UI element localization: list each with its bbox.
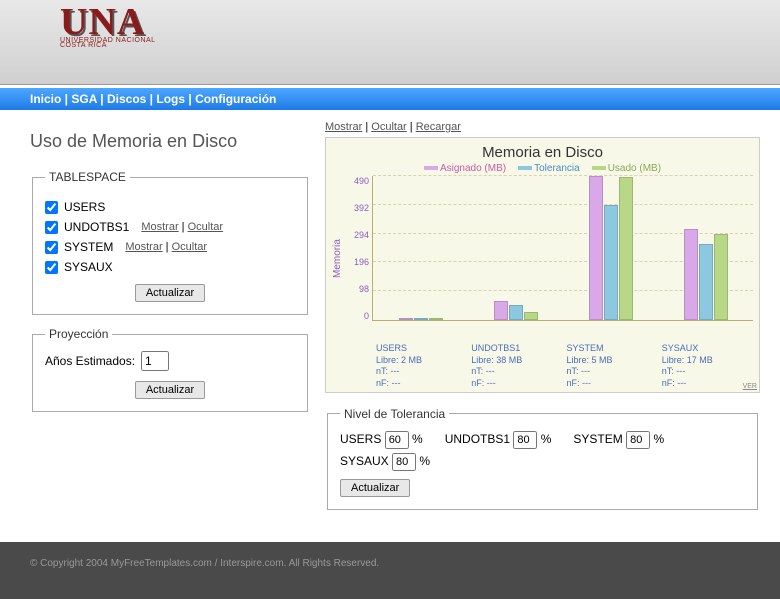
tolerancia-fieldset: Nivel de Tolerancia USERS % UNDOTBS1 % SYS…	[327, 407, 758, 510]
chart-hide-link[interactable]: Ocultar	[371, 121, 406, 133]
ytick: 98	[346, 284, 369, 294]
chart-bar	[524, 312, 538, 320]
chart-links: Mostrar | Ocultar | Recargar	[325, 121, 760, 133]
chart-group	[658, 176, 753, 320]
chart-box: Memoria en Disco Asignado (MB) Tolerancia…	[325, 137, 760, 393]
chart-ylabel: Memoria	[332, 176, 346, 341]
tolerancia-item: USERS %	[340, 431, 423, 449]
tablespace-checkbox-sysaux[interactable]	[45, 261, 58, 274]
chart-group	[468, 176, 563, 320]
tolerancia-item: SYSTEM %	[573, 431, 664, 449]
chart-bar	[684, 229, 698, 320]
tolerancia-input-system[interactable]	[626, 431, 650, 449]
chart-bar	[604, 205, 618, 320]
legend-item: Asignado (MB)	[424, 163, 506, 174]
nav-item-configuración[interactable]: Configuración	[195, 92, 276, 106]
nav-item-sga[interactable]: SGA	[71, 92, 97, 106]
chart-xlabel: SYSTEMLibre: 5 MBnT: ---nF: ---	[563, 341, 658, 390]
nav-item-logs[interactable]: Logs	[156, 92, 185, 106]
tablespace-checkbox-undotbs1[interactable]	[45, 221, 58, 234]
logo-main: UNA	[60, 5, 780, 39]
tablespace-row: USERS	[45, 200, 295, 214]
tolerancia-item: SYSAUX %	[340, 453, 430, 471]
tolerancia-label: UNDOTBS1	[445, 432, 510, 446]
ytick: 196	[346, 257, 369, 267]
tablespace-label: USERS	[64, 200, 105, 214]
tablespace-show-link[interactable]: Mostrar	[141, 221, 178, 233]
tolerancia-item: UNDOTBS1 %	[445, 431, 552, 449]
proyeccion-update-button[interactable]: Actualizar	[135, 381, 205, 399]
legend-item: Usado (MB)	[592, 163, 661, 174]
legend-item: Tolerancia	[518, 163, 580, 174]
proyeccion-legend: Proyección	[45, 327, 112, 341]
tablespace-hide-link[interactable]: Ocultar	[172, 241, 207, 253]
tablespace-checkbox-system[interactable]	[45, 241, 58, 254]
tablespace-checkbox-users[interactable]	[45, 201, 58, 214]
tablespace-update-button[interactable]: Actualizar	[135, 284, 205, 302]
tolerancia-update-button[interactable]: Actualizar	[340, 479, 410, 497]
tablespace-row: SYSTEMMostrar | Ocultar	[45, 240, 295, 254]
chart-bar	[414, 318, 428, 320]
nav-item-inicio[interactable]: Inicio	[30, 92, 61, 106]
tolerancia-label: SYSTEM	[573, 432, 622, 446]
ytick: 0	[346, 311, 369, 321]
tolerancia-input-users[interactable]	[385, 431, 409, 449]
chart-bar	[494, 301, 508, 320]
chart-yaxis: 490 392 294 196 98 0	[346, 176, 372, 341]
tablespace-row: SYSAUX	[45, 260, 295, 274]
chart-show-link[interactable]: Mostrar	[325, 121, 362, 133]
chart-ver-link[interactable]: VER	[743, 383, 757, 390]
chart-bar	[619, 177, 633, 320]
chart-bar	[509, 305, 523, 320]
chart-xlabel: USERSLibre: 2 MBnT: ---nF: ---	[372, 341, 467, 390]
chart-legend: Asignado (MB) Tolerancia Usado (MB)	[332, 163, 753, 174]
tablespace-label: SYSTEM	[64, 240, 113, 254]
navbar: Inicio | SGA | Discos | Logs | Configura…	[0, 85, 780, 113]
logo-sub2: COSTA RICA	[60, 42, 780, 49]
ytick: 294	[346, 230, 369, 240]
tablespace-label: UNDOTBS1	[64, 220, 129, 234]
tablespace-row: UNDOTBS1Mostrar | Ocultar	[45, 220, 295, 234]
chart-xlabel: UNDOTBS1Libre: 38 MBnT: ---nF: ---	[467, 341, 562, 390]
tablespace-show-link[interactable]: Mostrar	[125, 241, 162, 253]
tablespace-label: SYSAUX	[64, 260, 113, 274]
ytick: 490	[346, 176, 369, 186]
tablespace-fieldset: TABLESPACE USERSUNDOTBS1Mostrar | Oculta…	[32, 170, 308, 315]
proyeccion-label: Años Estimados:	[45, 354, 135, 368]
tolerancia-label: SYSAUX	[340, 454, 389, 468]
chart-xlabel: SYSAUXLibre: 17 MBnT: ---nF: ---	[658, 341, 753, 390]
chart-reload-link[interactable]: Recargar	[416, 121, 461, 133]
chart-plot	[372, 176, 753, 321]
chart-group	[373, 176, 468, 320]
chart-bar	[699, 244, 713, 320]
chart-bar	[399, 318, 413, 320]
header: UNA UNIVERSIDAD NACIONAL COSTA RICA	[0, 0, 780, 85]
tolerancia-input-sysaux[interactable]	[392, 453, 416, 471]
tolerancia-label: USERS	[340, 432, 381, 446]
tablespace-hide-link[interactable]: Ocultar	[188, 221, 223, 233]
tablespace-legend: TABLESPACE	[45, 170, 130, 184]
proyeccion-input[interactable]	[141, 351, 169, 371]
tolerancia-input-undotbs1[interactable]	[513, 431, 537, 449]
proyeccion-fieldset: Proyección Años Estimados: Actualizar	[32, 327, 308, 412]
chart-bar	[714, 234, 728, 320]
tolerancia-legend: Nivel de Tolerancia	[340, 407, 449, 421]
ytick: 392	[346, 203, 369, 213]
page-title: Uso de Memoria en Disco	[30, 131, 310, 152]
chart-title: Memoria en Disco	[332, 144, 753, 161]
chart-bar	[589, 176, 603, 320]
footer: © Copyright 2004 MyFreeTemplates.com / I…	[0, 542, 780, 599]
nav-item-discos[interactable]: Discos	[107, 92, 146, 106]
chart-bar	[429, 318, 443, 320]
chart-group	[563, 176, 658, 320]
